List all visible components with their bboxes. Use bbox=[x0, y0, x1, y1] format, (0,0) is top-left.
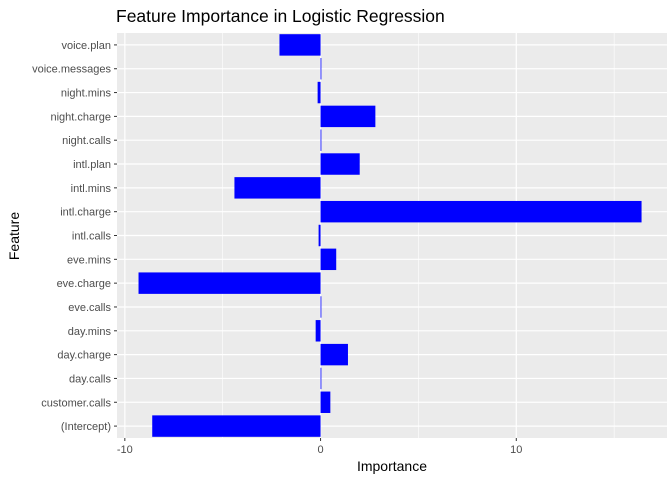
x-tick-label: -10 bbox=[117, 444, 133, 456]
bar bbox=[138, 272, 321, 294]
y-tick-label: (Intercept) bbox=[61, 421, 111, 433]
y-tick-label: voice.plan bbox=[61, 40, 111, 52]
y-tick-label: eve.charge bbox=[57, 278, 111, 290]
y-tick-label: night.calls bbox=[62, 135, 111, 147]
bar bbox=[320, 105, 376, 128]
y-tick-label: night.charge bbox=[50, 111, 111, 123]
bar bbox=[315, 320, 321, 342]
bar bbox=[317, 81, 321, 104]
y-tick-label: day.calls bbox=[69, 373, 111, 385]
y-tick-label: voice.messages bbox=[32, 64, 111, 76]
y-tick-label: intl.calls bbox=[72, 231, 112, 243]
bar bbox=[320, 296, 322, 318]
bar bbox=[320, 248, 337, 271]
chart-title: Feature Importance in Logistic Regressio… bbox=[116, 6, 445, 26]
grid-lines bbox=[117, 33, 667, 438]
bars bbox=[138, 34, 642, 437]
y-tick-label: intl.plan bbox=[73, 159, 111, 171]
bar bbox=[279, 34, 321, 56]
x-tick-label: 0 bbox=[317, 444, 323, 456]
y-tick-label: night.mins bbox=[61, 88, 112, 100]
y-tick-label: day.mins bbox=[68, 326, 112, 338]
bar bbox=[320, 153, 360, 175]
bar bbox=[320, 391, 331, 413]
bar bbox=[234, 177, 321, 199]
x-tick-label: 10 bbox=[510, 444, 522, 456]
y-axis: (Intercept) customer.calls day.calls day.ch… bbox=[32, 40, 117, 433]
bar bbox=[320, 200, 642, 223]
x-axis-title: Importance bbox=[357, 458, 427, 474]
bar bbox=[318, 224, 321, 247]
y-axis-title: Feature bbox=[6, 212, 22, 260]
y-tick-label: customer.calls bbox=[41, 397, 111, 409]
y-tick-label: intl.mins bbox=[71, 183, 112, 195]
bar bbox=[320, 129, 322, 151]
x-axis: -10 0 10 bbox=[117, 438, 522, 456]
y-tick-label: eve.mins bbox=[67, 254, 112, 266]
bar bbox=[152, 415, 321, 437]
bar bbox=[320, 343, 348, 366]
y-tick-label: intl.charge bbox=[60, 207, 111, 219]
y-tick-label: eve.calls bbox=[68, 302, 111, 314]
bar bbox=[320, 58, 322, 80]
y-tick-label: day.charge bbox=[57, 350, 111, 362]
bar bbox=[320, 367, 322, 390]
